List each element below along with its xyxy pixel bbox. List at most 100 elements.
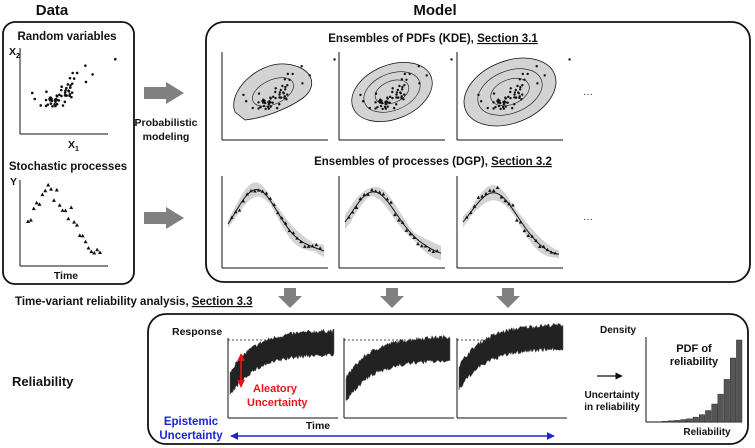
dgp-point (404, 228, 409, 232)
dgp-point (541, 244, 546, 249)
dgp-point (268, 196, 273, 200)
raw-process-point (95, 247, 100, 252)
kde-point (496, 99, 499, 103)
dgp-point (279, 216, 284, 220)
kde-point (568, 58, 571, 61)
raw-process-point (60, 208, 65, 212)
kde-point (278, 91, 282, 94)
dgp-point (264, 191, 269, 195)
raw-point (69, 84, 72, 87)
dgp-point (427, 248, 432, 252)
raw-process-point (80, 233, 85, 238)
dgp-point (381, 192, 386, 196)
histogram-bar (674, 420, 681, 423)
stochastic-processes-title: Stochastic processes (9, 161, 127, 173)
kde-point (259, 105, 262, 109)
kde-point (498, 101, 502, 105)
raw-point (61, 104, 65, 107)
kde-point (257, 107, 260, 110)
kde-point (506, 101, 509, 104)
response-trajectories (345, 334, 451, 401)
time-axis-label-bottom: Time (306, 420, 330, 432)
reliability-panel (147, 313, 749, 445)
kde-plot-2 (338, 52, 453, 141)
kde-point (389, 95, 392, 99)
kde-point (518, 95, 521, 98)
dgp-point (241, 199, 246, 203)
raw-point (84, 80, 88, 84)
dgp-point (468, 210, 473, 215)
dgp-point (306, 244, 311, 248)
raw-point (54, 100, 57, 104)
raw-process-point (77, 233, 82, 237)
raw-process-point (72, 220, 77, 224)
data-header: Data (36, 2, 69, 19)
raw-process-point (98, 250, 102, 254)
dgp-point (295, 236, 299, 240)
raw-point (67, 89, 70, 92)
section-3-3-link: Section 3.3 (192, 296, 253, 308)
down-arrow-3 (496, 288, 520, 308)
dgp-point (347, 215, 351, 219)
response-plot-3 (456, 322, 567, 419)
dgp-point (370, 188, 374, 192)
kde-point (280, 96, 283, 99)
aleatory-label-line1: Aleatory (253, 383, 298, 395)
raw-point (55, 102, 59, 106)
dgp-point (358, 196, 363, 201)
histogram-bar (680, 419, 687, 423)
dgp-ellipsis: ··· (583, 214, 593, 225)
raw-point (44, 104, 48, 108)
raw-process-point (40, 192, 45, 197)
dgp-point (499, 195, 504, 199)
kde-point (399, 91, 402, 94)
kde-point (509, 90, 512, 94)
reliability-analysis-label: Time-variant reliability analysis, Secti… (15, 296, 253, 308)
kde-point (523, 78, 526, 81)
kde-point (278, 103, 281, 106)
raw-point (66, 83, 70, 86)
histogram-bar (730, 357, 737, 423)
kde-point (275, 106, 279, 110)
kde-point (272, 95, 275, 99)
kde-point (285, 98, 288, 101)
kde-point (403, 72, 407, 76)
kde-point (262, 104, 266, 108)
raw-point (64, 89, 67, 92)
probabilistic-label-line2: modeling (143, 131, 190, 143)
raw-point (49, 102, 53, 105)
kde-point (418, 82, 421, 85)
down-arrow-2 (380, 288, 404, 308)
raw-point (51, 104, 54, 108)
kde-point (242, 93, 245, 97)
dgp-point (283, 221, 288, 225)
dgp-point (373, 189, 378, 193)
kde-point (283, 95, 286, 98)
dgp-point (366, 192, 370, 196)
histogram-bar (668, 420, 675, 423)
kde-point (504, 96, 507, 99)
kde-contour (374, 79, 410, 105)
raw-process-point (66, 216, 71, 221)
kde-point (513, 91, 517, 94)
model-panel (205, 21, 751, 283)
kde-point (257, 92, 261, 95)
raw-process-point (26, 219, 30, 223)
kde-point (492, 107, 495, 110)
kde-point (395, 103, 398, 106)
dgp-point (511, 203, 515, 207)
dgp-point (534, 238, 538, 242)
kde-point (379, 104, 383, 108)
response-trajectories (458, 322, 564, 391)
raw-point (55, 94, 59, 97)
kde-point (392, 106, 396, 110)
kde-point (374, 92, 378, 95)
histogram-bar (723, 379, 730, 423)
raw-process-point (43, 188, 48, 193)
dgp-point (389, 200, 393, 204)
dgp-confidence-band (228, 182, 324, 258)
time-axis-label: Time (54, 270, 78, 282)
kde-point (368, 106, 371, 110)
dgp-point (507, 202, 511, 206)
kde-point (278, 93, 281, 96)
